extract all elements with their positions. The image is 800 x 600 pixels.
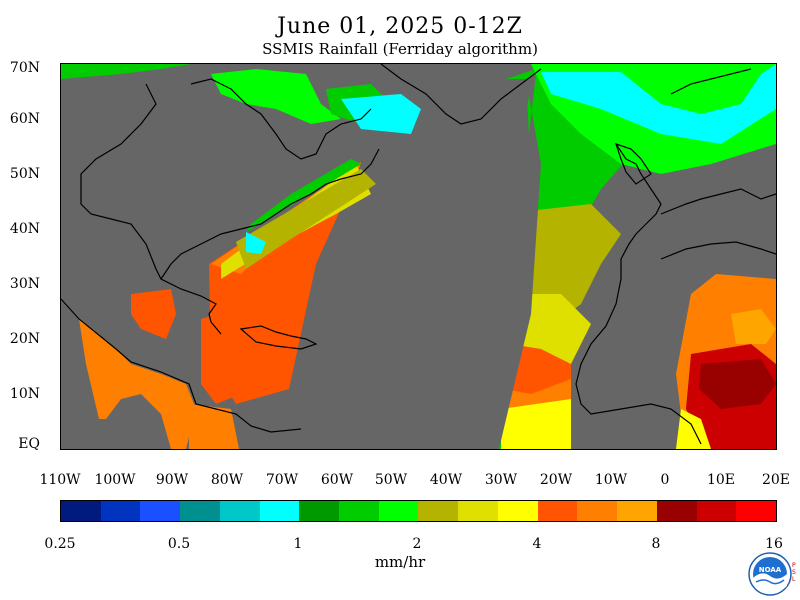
colorbar-swatch-14 (617, 501, 657, 521)
colorbar-tick-0-5: 0.5 (167, 536, 191, 552)
colorbar-tick-16: 16 (765, 536, 783, 552)
colorbar-swatch-11 (497, 501, 538, 521)
coastline-atlantic-seaboard (160, 148, 380, 280)
coastline-cuba (239, 325, 318, 350)
colorbar-tick-2: 2 (412, 536, 422, 552)
rain-region-subpolar-cyan (541, 64, 776, 144)
lat-label-30n: 30N (9, 276, 40, 292)
coastline-greenland (380, 64, 542, 125)
colorbar-swatch-16 (696, 501, 737, 521)
swath-gap-center (241, 79, 531, 449)
coastline-hudson-bay (190, 78, 372, 160)
rainfall-map (60, 63, 777, 450)
lat-label-50n: 50N (9, 166, 40, 182)
noaa-logo: NOAA (748, 552, 792, 596)
rain-region-northeast-green (246, 159, 361, 232)
lon-label-90w: 90W (155, 472, 189, 488)
rain-region-sahel-orange (731, 309, 776, 344)
map-subtitle: SSMIS Rainfall (Ferriday algorithm) (262, 40, 538, 58)
coastline-british-isles (615, 143, 652, 185)
colorbar-swatch-5 (259, 501, 300, 521)
lon-label-30w: 30W (484, 472, 518, 488)
colorbar-swatch-2 (140, 501, 181, 521)
coastline-central-america (61, 298, 302, 433)
rain-region-gulf-of-mexico (131, 289, 176, 339)
lon-label-10e: 10E (706, 472, 736, 488)
lon-label-80w: 80W (210, 472, 244, 488)
lon-label-10w: 10W (594, 472, 628, 488)
coastline-scandinavia (670, 68, 752, 95)
rain-region-panama (189, 404, 239, 449)
rain-region-africa-dark-red (699, 359, 776, 409)
colorbar-tick-8: 8 (651, 536, 661, 552)
map-title: June 01, 2025 0-12Z (277, 14, 523, 39)
rain-region-caribbean (201, 309, 281, 404)
lat-label-60n: 60N (9, 111, 40, 127)
lon-label-70w: 70W (265, 472, 299, 488)
colorbar-tick-1: 1 (293, 536, 303, 552)
lat-label-40n: 40N (9, 221, 40, 237)
colorbar-swatch-3 (180, 501, 220, 521)
colorbar-swatch-6 (299, 501, 340, 521)
coastline-europe-africa (575, 143, 702, 445)
rain-region-east-pacific (79, 319, 196, 449)
colorbar-units: mm/hr (374, 553, 426, 571)
lat-label-20n: 20N (9, 331, 40, 347)
rainfall-field (61, 64, 776, 449)
lat-label-70n: 70N (9, 60, 40, 76)
swath-gap-east (469, 74, 541, 449)
colorbar-swatch-12 (537, 501, 578, 521)
colorbar-swatch-0 (61, 501, 101, 521)
colorbar-tick-0-25: 0.25 (44, 536, 76, 552)
colorbar-swatch-17 (736, 501, 776, 521)
colorbar-swatch-9 (418, 501, 459, 521)
lon-label-20w: 20W (539, 472, 573, 488)
lat-label-eq: EQ (18, 436, 40, 452)
lon-label-100w: 100W (94, 472, 136, 488)
rain-region-gulfstream-cyan (246, 232, 266, 254)
lon-label-20e: 20E (761, 472, 791, 488)
rain-region-equatorial-yellow (501, 399, 571, 449)
coastline-mediterranean-south (660, 241, 776, 260)
lon-label-40w: 40W (429, 472, 463, 488)
colorbar-swatch-7 (339, 501, 379, 521)
colorbar (60, 500, 777, 522)
colorbar-swatch-1 (100, 501, 141, 521)
lon-label-0: 0 (660, 472, 670, 488)
lat-label-10n: 10N (9, 386, 40, 402)
noaa-logo-text: NOAA (759, 566, 782, 574)
coastline-north-america-east (80, 83, 222, 335)
colorbar-swatch-13 (577, 501, 618, 521)
coastline-mediterranean-north (660, 188, 776, 215)
rain-region-hudson-green (211, 69, 341, 124)
lon-label-60w: 60W (320, 472, 354, 488)
colorbar-swatch-8 (378, 501, 419, 521)
colorbar-swatch-4 (219, 501, 260, 521)
rain-region-midatlantic-olive (236, 169, 376, 269)
rain-region-labrador-cyan (341, 94, 421, 134)
colorbar-tick-4: 4 (532, 536, 542, 552)
rain-region-arctic-green (61, 64, 191, 79)
lon-label-50w: 50W (374, 472, 408, 488)
colorbar-swatch-15 (656, 501, 697, 521)
colorbar-swatch-10 (458, 501, 498, 521)
lon-label-110w: 110W (39, 472, 81, 488)
